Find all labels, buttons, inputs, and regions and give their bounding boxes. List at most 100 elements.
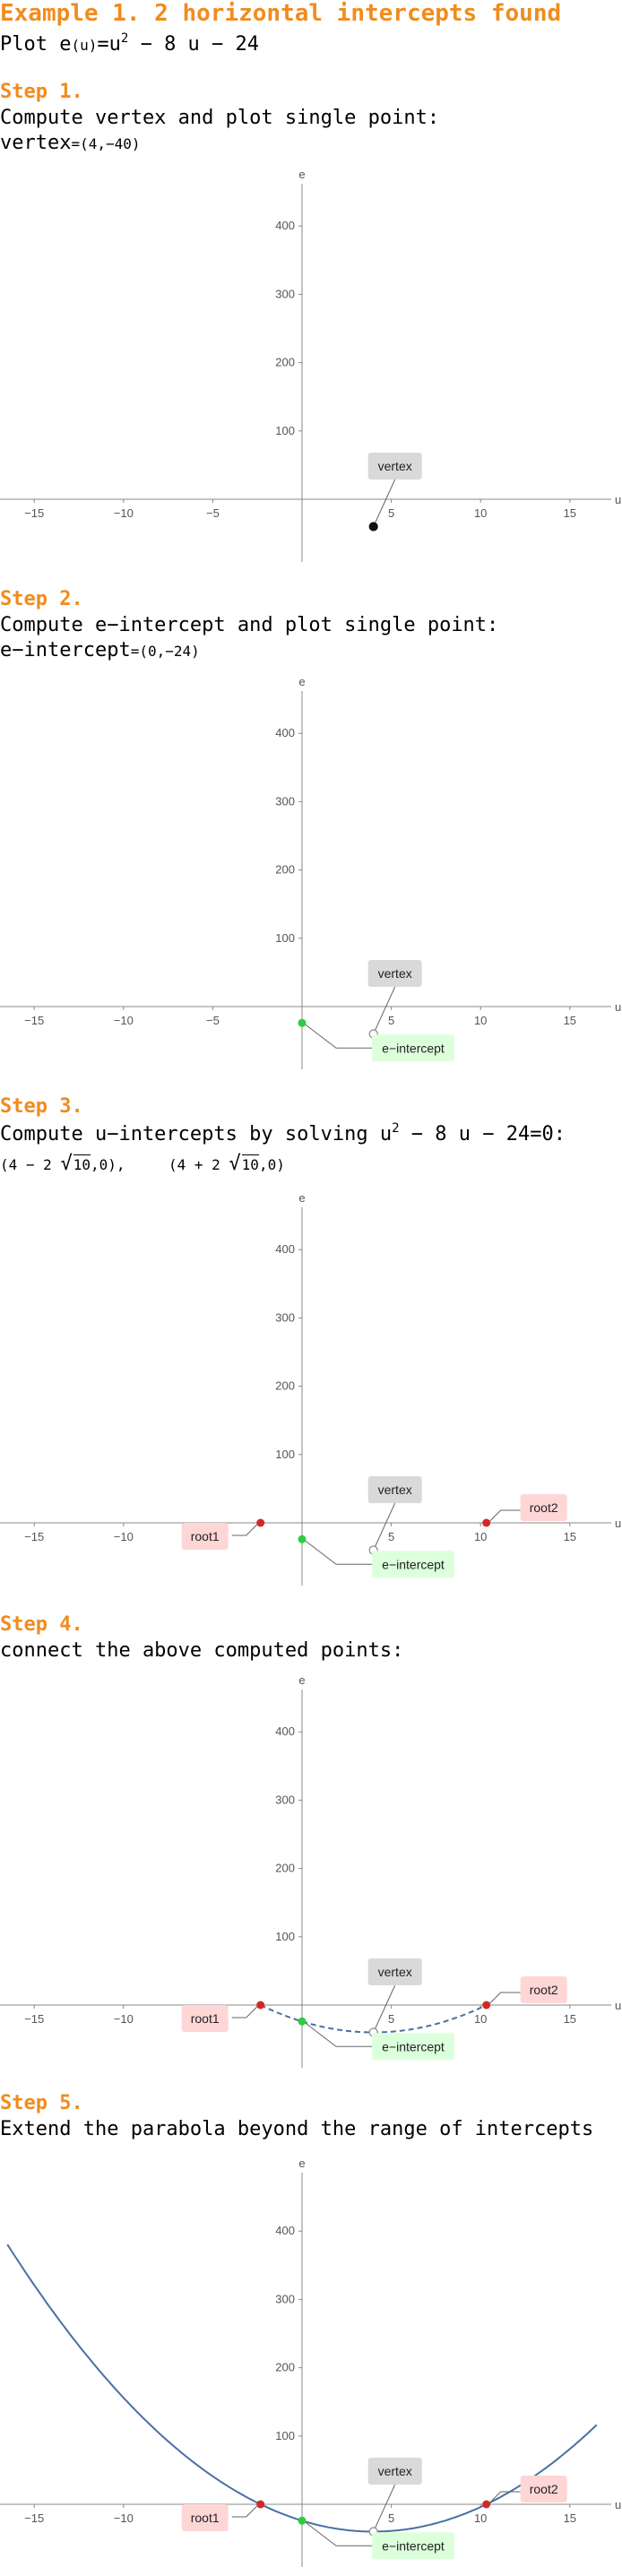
step-3-text: Compute u−intercepts by solving u2 − 8 u…	[0, 1122, 566, 1147]
vertex-leader	[373, 479, 396, 527]
y-tick-label: 300	[275, 287, 295, 300]
y-tick-label: 400	[275, 726, 295, 739]
e-intercept-label: e−intercept	[382, 1041, 445, 1055]
x-tick-label: 10	[474, 506, 487, 520]
x-tick-label: −10	[114, 1014, 134, 1027]
e-intercept-box	[372, 1034, 454, 1062]
step-1-vertex: vertex=(4,−40)	[0, 131, 141, 157]
vertex-point	[368, 522, 378, 532]
plot-exponent: 2	[120, 31, 129, 46]
y-tick-label: 300	[275, 1793, 295, 1806]
y-tick-label: 200	[275, 1379, 295, 1393]
step-3-label: Step 3.	[0, 1095, 83, 1118]
root2-label: root2	[530, 1983, 558, 1997]
y-tick-label: 100	[275, 1930, 295, 1943]
root2-leader	[489, 2491, 521, 2503]
e-intercept-box	[372, 1551, 454, 1578]
vertex-label: vertex	[378, 1965, 412, 1979]
root1-point	[256, 2500, 265, 2509]
root2-box	[520, 1494, 567, 1521]
x-tick-label: 5	[388, 506, 394, 520]
vertex-label: vertex	[378, 1482, 412, 1497]
e-intercept-point	[298, 1018, 307, 1027]
vertex-label: vertex	[378, 2464, 412, 2478]
root1-leader	[231, 1524, 258, 1536]
root1-point	[256, 2001, 265, 2010]
step-1-text: Compute vertex and plot single point:	[0, 107, 440, 129]
y-tick-label: 100	[275, 2429, 295, 2442]
step-3-text-a: Compute u−intercepts by solving u	[0, 1123, 393, 1145]
root2-point	[482, 1518, 491, 1527]
x-axis-label: u	[615, 1000, 621, 1014]
function-definition: Plot e(u)=u2 − 8 u − 24	[0, 32, 259, 58]
e-intercept-label: e−intercept	[382, 1557, 445, 1571]
vertex-label: vertex	[378, 966, 412, 981]
root1-label: root1	[191, 2511, 220, 2525]
x-axis-label: u	[615, 1517, 621, 1530]
y-tick-label: 100	[275, 931, 295, 945]
y-tick-label: 100	[275, 424, 295, 437]
x-tick-label: −10	[114, 506, 134, 520]
root1-box	[181, 2005, 229, 2032]
x-tick-label: −15	[24, 1014, 44, 1027]
page-title: Example 1. 2 horizontal intercepts found	[0, 0, 562, 27]
y-axis-label: e	[298, 168, 305, 181]
x-tick-label: 5	[388, 2012, 394, 2026]
root2-label: root2	[530, 2482, 558, 2496]
x-axis-label: u	[615, 2498, 621, 2511]
step-5-label: Step 5.	[0, 2092, 83, 2114]
x-tick-label: −10	[114, 2012, 134, 2026]
y-axis-label: e	[298, 1673, 305, 1687]
e-intercept-box	[372, 2532, 454, 2560]
step-4-label: Step 4.	[0, 1613, 83, 1636]
root-a-post: ,0),	[90, 1156, 125, 1173]
vertex-box	[367, 2458, 422, 2485]
x-tick-label: 10	[474, 1530, 487, 1543]
chart-step-2: u e −15 −10 −5 5 10 15 100 200 300 400 vertex e−inter…	[0, 675, 621, 1069]
x-tick-label: 15	[564, 1014, 576, 1027]
y-tick-label: 300	[275, 1310, 295, 1324]
x-tick-label: −15	[24, 506, 44, 520]
step-3-roots: (4 − 2 √10,0), (4 + 2 √10,0)	[0, 1153, 285, 1175]
root2-leader	[489, 1509, 521, 1522]
e-intercept-label: e−intercept	[382, 2538, 445, 2553]
x-axis-label: u	[615, 493, 621, 506]
x-tick-label: −10	[114, 2511, 134, 2525]
step-3-text-b: − 8 u − 24=0:	[399, 1123, 566, 1145]
plot-prefix: Plot e	[0, 33, 72, 56]
y-tick-label: 200	[275, 1862, 295, 1875]
e-intercept-point	[298, 2516, 307, 2525]
e-intercept-leader	[305, 1024, 372, 1049]
x-tick-label: −5	[206, 1014, 220, 1027]
root1-box	[181, 1523, 229, 1550]
e-intercept-label: e−intercept	[382, 2039, 445, 2053]
plot-rest: − 8 u − 24	[128, 33, 260, 56]
step-2-intercept: e−intercept=(0,−24)	[0, 638, 200, 664]
x-tick-label: 5	[388, 2511, 394, 2525]
vertex-leader	[373, 1984, 396, 2033]
root2-label: root2	[530, 1500, 558, 1515]
root1-point	[256, 1518, 265, 1527]
chart-step-5: ue−15−10−551015100200300400vertexe−inter…	[0, 2157, 621, 2567]
root-a-radicand: 10	[73, 1154, 91, 1173]
root1-label: root1	[191, 2011, 220, 2026]
vertex-leader	[373, 2484, 396, 2532]
root-b-post: ,0)	[258, 1156, 285, 1173]
x-tick-label: 10	[474, 2012, 487, 2026]
vertex-value: =(4,−40)	[71, 135, 141, 152]
y-tick-label: 400	[275, 1725, 295, 1738]
root1-leader	[231, 2505, 258, 2518]
vertex-box	[367, 453, 422, 480]
y-tick-label: 300	[275, 2292, 295, 2305]
root2-point	[482, 2001, 491, 2010]
x-tick-label: −15	[24, 2511, 44, 2525]
e-intercept-box	[372, 2033, 454, 2061]
x-tick-label: 5	[388, 1014, 394, 1027]
step-3-exponent: 2	[392, 1121, 400, 1136]
e-intercept-label-text: e−intercept	[0, 639, 131, 661]
x-tick-label: −15	[24, 2012, 44, 2026]
x-tick-label: −5	[206, 506, 220, 520]
x-tick-label: 15	[564, 506, 576, 520]
root-b-radicand: 10	[241, 1154, 259, 1173]
y-axis-label: e	[298, 675, 305, 688]
